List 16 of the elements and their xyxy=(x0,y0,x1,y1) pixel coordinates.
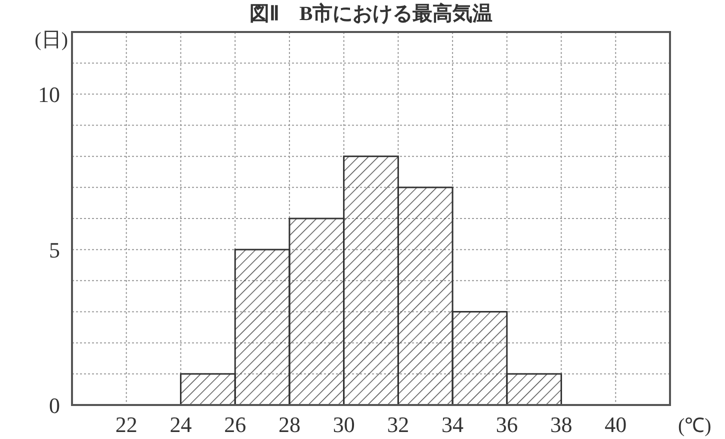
y-tick-label: 5 xyxy=(49,238,60,263)
x-tick-label: 24 xyxy=(170,412,192,437)
y-tick-label: 10 xyxy=(38,82,60,108)
x-tick-label: 40 xyxy=(604,412,627,437)
x-tick-label: 36 xyxy=(496,412,518,437)
x-tick-label: 26 xyxy=(224,412,246,437)
x-tick-label: 34 xyxy=(442,412,464,437)
x-tick-label: 30 xyxy=(332,412,355,437)
x-tick-label: 32 xyxy=(387,412,410,437)
y-axis-title: (日) xyxy=(34,29,68,51)
x-tick-label: 38 xyxy=(550,412,572,437)
chart-title: 図Ⅱ B市における最高気温 xyxy=(249,2,493,25)
y-tick-label: 0 xyxy=(49,393,60,418)
x-tick-label: 22 xyxy=(115,412,138,437)
x-tick-label: 28 xyxy=(278,412,300,437)
x-axis-title: (℃) xyxy=(678,415,712,437)
